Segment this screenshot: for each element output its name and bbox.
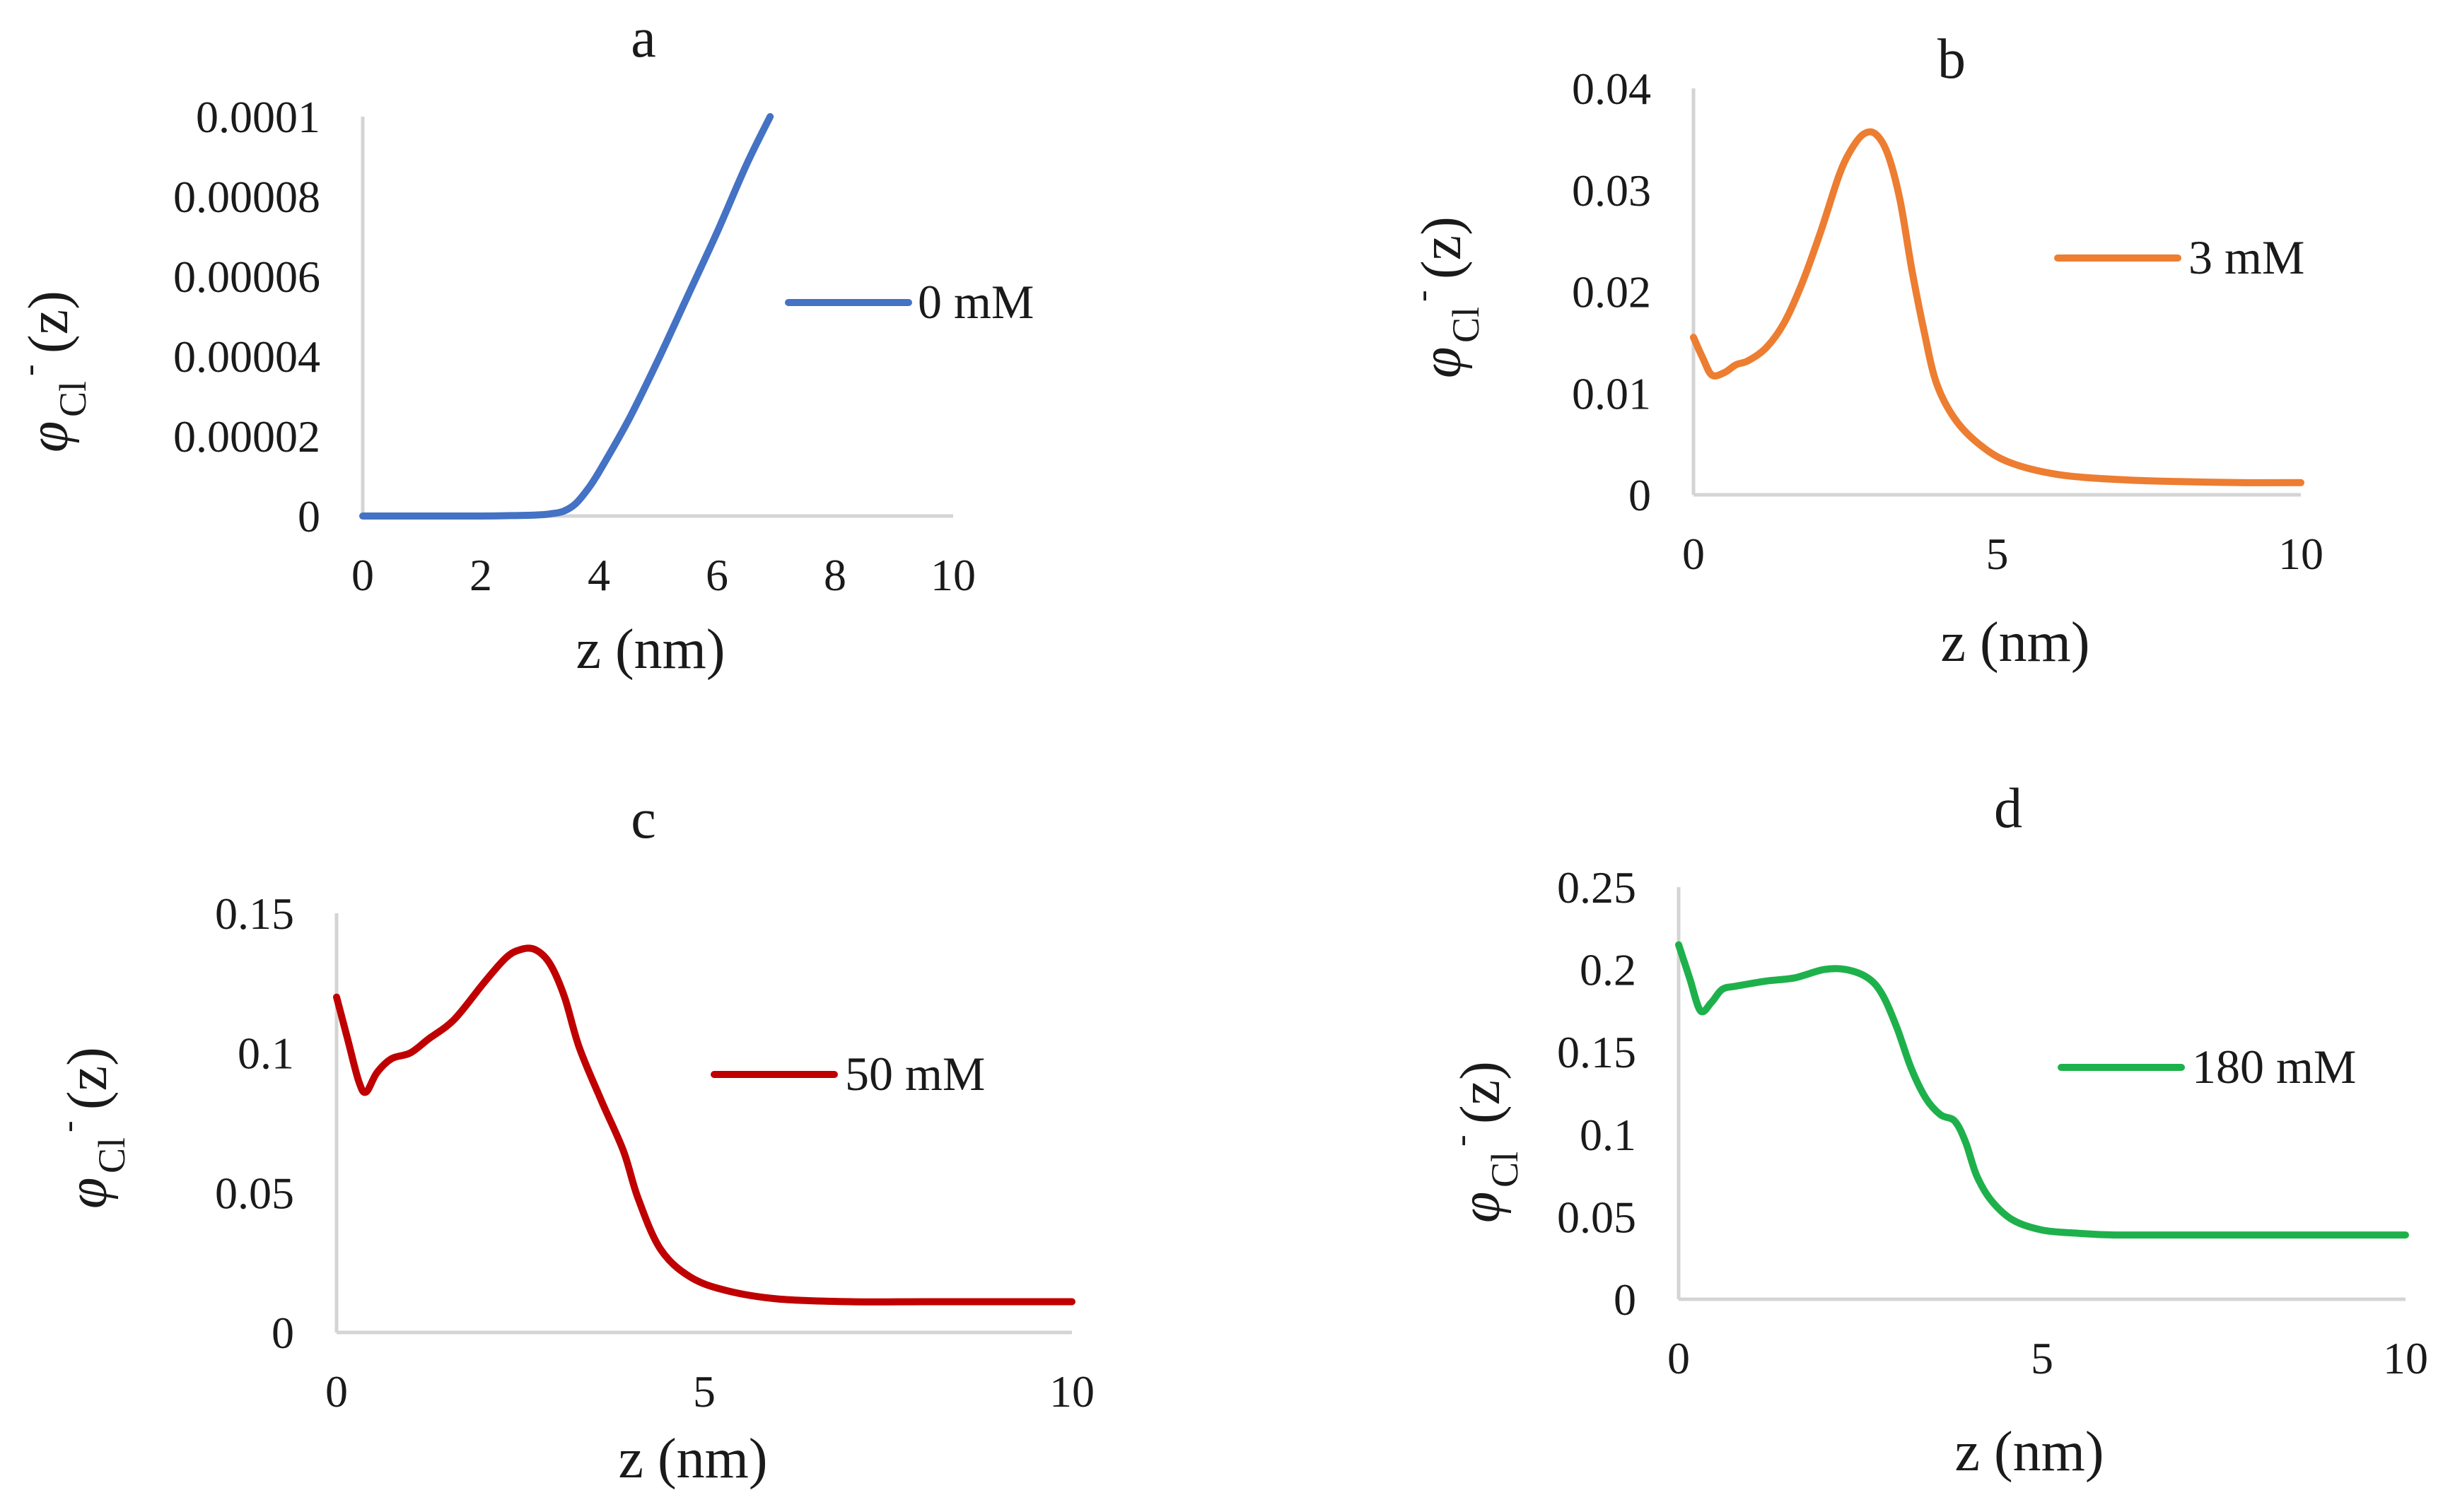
x-tick-label: 5 bbox=[1986, 529, 2009, 579]
y-tick-label: 0.0001 bbox=[196, 92, 320, 142]
y-axis-label: φ Cl- (z) bbox=[1401, 216, 1487, 378]
x-axis-label: z (nm) bbox=[618, 1428, 767, 1490]
y-label-superscript: - bbox=[8, 364, 48, 376]
panel-title: b bbox=[1937, 28, 1966, 90]
y-label-subscript: Cl bbox=[1483, 1151, 1526, 1188]
y-label-superscript: - bbox=[1401, 290, 1441, 302]
series-line-3-mM bbox=[1690, 128, 2304, 486]
y-tick-label: 0.02 bbox=[1572, 267, 1651, 317]
legend-label: 3 mM bbox=[2188, 230, 2304, 284]
y-tick-label: 0 bbox=[1614, 1274, 1636, 1325]
y-tick-label: 0.00006 bbox=[173, 252, 320, 302]
y-tick-label: 0.03 bbox=[1572, 165, 1651, 216]
x-tick-label: 2 bbox=[470, 550, 492, 600]
y-tick-label: 0.15 bbox=[215, 889, 294, 939]
x-tick-label: 0 bbox=[1682, 529, 1705, 579]
x-tick-label: 0 bbox=[1667, 1333, 1690, 1383]
y-tick-label: 0 bbox=[298, 491, 320, 541]
y-tick-label: 0 bbox=[272, 1308, 294, 1358]
y-label-symbol: φ bbox=[18, 421, 80, 452]
y-tick-label: 0.2 bbox=[1580, 945, 1636, 995]
y-label-subscript: Cl bbox=[1445, 307, 1487, 343]
panel-c: 0 0.05 0.1 0.15 0 5 10 c z (nm) φ Cl- (z) 50 mM bbox=[47, 788, 1095, 1490]
y-axis-label: φ Cl- (z) bbox=[47, 1047, 133, 1209]
y-label-symbol: φ bbox=[1450, 1192, 1512, 1223]
panel-title: d bbox=[1994, 778, 2022, 840]
y-axis-label: φ Cl- (z) bbox=[8, 291, 94, 452]
panel-a: 0 0.00002 0.00004 0.00006 0.00008 0.0001 0 2 4 6 8… bbox=[8, 7, 1034, 681]
series-line-180-mM bbox=[1675, 941, 2409, 1239]
legend-label: 50 mM bbox=[845, 1047, 985, 1101]
y-label-subscript: Cl bbox=[91, 1137, 133, 1173]
x-tick-label: 5 bbox=[693, 1366, 716, 1417]
x-tick-label: 10 bbox=[931, 550, 976, 600]
y-tick-label: 0.05 bbox=[215, 1168, 294, 1218]
y-tick-label: 0.25 bbox=[1557, 862, 1636, 913]
x-tick-label: 0 bbox=[351, 550, 374, 600]
x-axis-label: z (nm) bbox=[1954, 1421, 2104, 1483]
y-tick-label: 0.15 bbox=[1557, 1027, 1636, 1077]
x-tick-label: 8 bbox=[824, 550, 846, 600]
y-label-argument: (z) bbox=[18, 291, 80, 353]
y-tick-label: 0.00004 bbox=[173, 332, 320, 382]
y-tick-label: 0.1 bbox=[238, 1028, 294, 1079]
x-axis-label: z (nm) bbox=[1940, 611, 2089, 674]
y-label-superscript: - bbox=[1440, 1135, 1480, 1147]
y-label-symbol: φ bbox=[1411, 347, 1473, 378]
x-tick-label: 5 bbox=[2031, 1333, 2053, 1383]
y-label-argument: (z) bbox=[1450, 1061, 1512, 1124]
series-line-50-mM bbox=[333, 944, 1075, 1306]
x-axis-label: z (nm) bbox=[576, 619, 725, 681]
panel-d: 0 0.05 0.1 0.15 0.2 0.25 0 5 10 d z (nm) φ Cl- (z) 180… bbox=[1440, 778, 2428, 1483]
panel-title: c bbox=[631, 788, 656, 850]
x-tick-label: 10 bbox=[2383, 1333, 2428, 1383]
y-tick-label: 0.04 bbox=[1572, 64, 1651, 114]
y-tick-label: 0.00008 bbox=[173, 172, 320, 222]
x-tick-label: 6 bbox=[706, 550, 728, 600]
legend-label: 0 mM bbox=[918, 275, 1034, 329]
panel-title: a bbox=[631, 7, 656, 69]
y-label-symbol: φ bbox=[57, 1178, 119, 1209]
series-line-0-mM bbox=[359, 113, 774, 520]
y-tick-label: 0.00002 bbox=[173, 411, 320, 462]
x-tick-label: 10 bbox=[2278, 529, 2324, 579]
legend-label: 180 mM bbox=[2192, 1040, 2356, 1094]
x-tick-label: 4 bbox=[588, 550, 610, 600]
x-tick-label: 10 bbox=[1049, 1366, 1095, 1417]
y-tick-label: 0.1 bbox=[1580, 1110, 1636, 1160]
y-tick-label: 0 bbox=[1628, 470, 1651, 520]
y-label-superscript: - bbox=[47, 1120, 87, 1132]
y-tick-label: 0.05 bbox=[1557, 1192, 1636, 1242]
y-label-argument: (z) bbox=[57, 1047, 119, 1110]
y-axis-label: φ Cl- (z) bbox=[1440, 1061, 1526, 1223]
y-label-subscript: Cl bbox=[52, 381, 94, 417]
y-tick-label: 0.01 bbox=[1572, 368, 1651, 418]
y-label-argument: (z) bbox=[1411, 216, 1473, 279]
panel-b: 0 0.01 0.02 0.03 0.04 0 5 10 b z (nm) φ Cl- (z) 3 mM bbox=[1401, 28, 2324, 674]
x-tick-label: 0 bbox=[325, 1366, 348, 1417]
